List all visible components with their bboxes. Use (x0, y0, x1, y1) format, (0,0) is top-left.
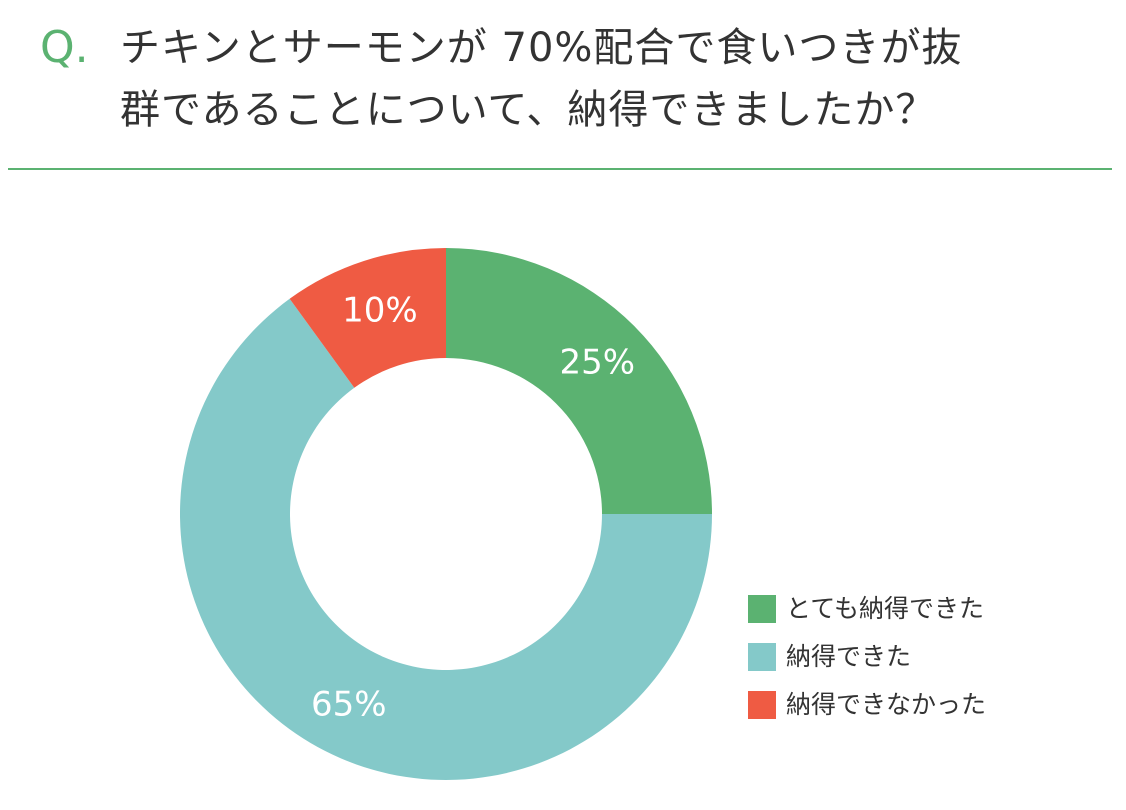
donut-slice-1 (446, 248, 712, 514)
question-text-line-1: チキンとサーモンが 70%配合で食いつきが抜 (120, 25, 963, 71)
legend-swatch (748, 595, 776, 623)
legend-label: 納得できなかった (786, 690, 987, 719)
legend-swatch (748, 691, 776, 719)
legend-label: とても納得できた (786, 594, 985, 623)
legend-label: 納得できた (786, 642, 912, 671)
legend-item: 納得できた (748, 633, 1068, 681)
chart-legend: とても納得できた 納得できた納得できなかった (748, 585, 1068, 729)
legend-item: 納得できなかった (748, 681, 1068, 729)
slice-label-1: 25% (560, 343, 636, 383)
question-text-line-2: 群であることについて、納得できましたか？ (120, 87, 937, 133)
title-divider (8, 168, 1112, 170)
donut-slice-2 (180, 298, 712, 780)
slice-label-3: 10% (342, 290, 418, 330)
legend-item: とても納得できた (748, 585, 1068, 633)
slice-label-2: 65% (311, 685, 387, 725)
question-block: Q. チキンとサーモンが 70%配合で食いつきが抜 群であることについて、納得で… (40, 8, 1120, 148)
question-prefix: Q. (40, 22, 89, 73)
legend-swatch (748, 643, 776, 671)
donut-slice-3 (289, 248, 446, 388)
